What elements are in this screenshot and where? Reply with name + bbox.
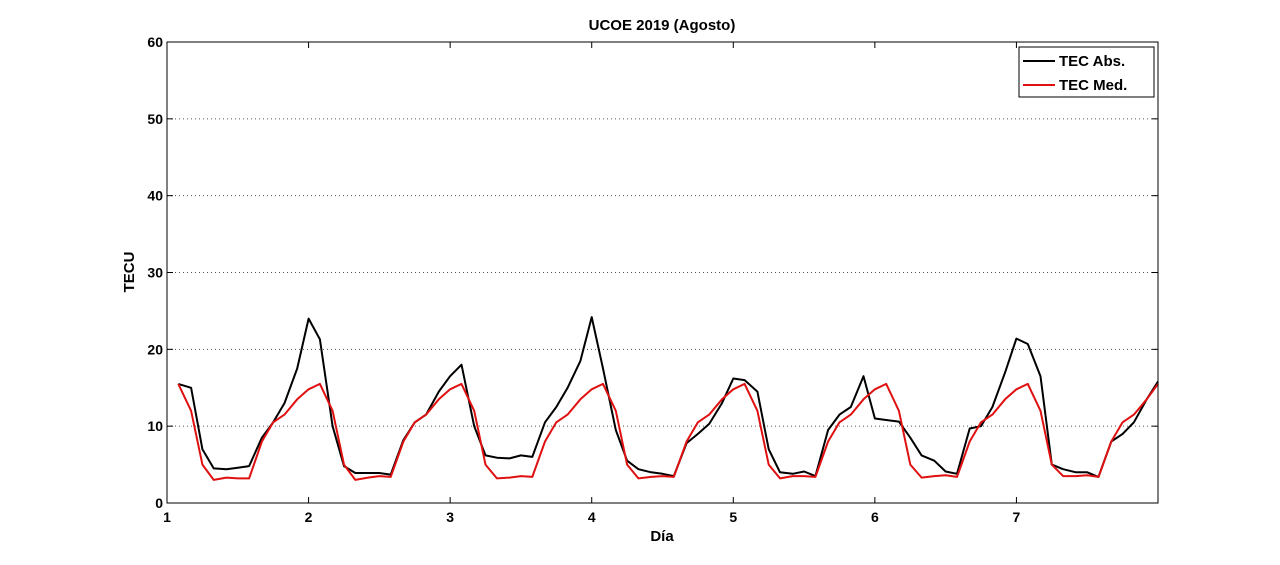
y-tick-label: 60 — [147, 34, 163, 50]
y-tick-label: 10 — [147, 418, 163, 434]
x-tick-label: 2 — [305, 509, 313, 525]
x-tick-label: 4 — [588, 509, 596, 525]
x-tick-label: 1 — [163, 509, 171, 525]
y-axis-label: TECU — [121, 252, 138, 293]
legend-label-2: TEC Med. — [1059, 77, 1127, 94]
chart-title: UCOE 2019 (Agosto) — [589, 17, 736, 34]
series-layer — [177, 316, 1159, 481]
legend-box — [1018, 46, 1155, 98]
x-tick-label: 5 — [729, 509, 737, 525]
x-tick-label: 3 — [446, 509, 454, 525]
x-axis-label: Día — [650, 528, 674, 545]
legend: TEC Abs. TEC Med. — [1018, 46, 1155, 98]
legend-label-1: TEC Abs. — [1059, 53, 1125, 70]
y-tick-label: 50 — [147, 111, 163, 127]
y-tick-label: 20 — [147, 341, 163, 357]
grid-lines — [167, 118, 1158, 427]
y-tick-label: 0 — [155, 495, 163, 511]
y-tick-label: 40 — [147, 188, 163, 204]
series-line-2 — [177, 382, 1159, 481]
x-tick-label: 7 — [1013, 509, 1021, 525]
x-tick-label: 6 — [871, 509, 879, 525]
axis-ticks: 0 10 20 30 40 50 60 1 2 3 4 5 6 7 — [147, 34, 1158, 525]
y-tick-label: 30 — [147, 265, 163, 281]
